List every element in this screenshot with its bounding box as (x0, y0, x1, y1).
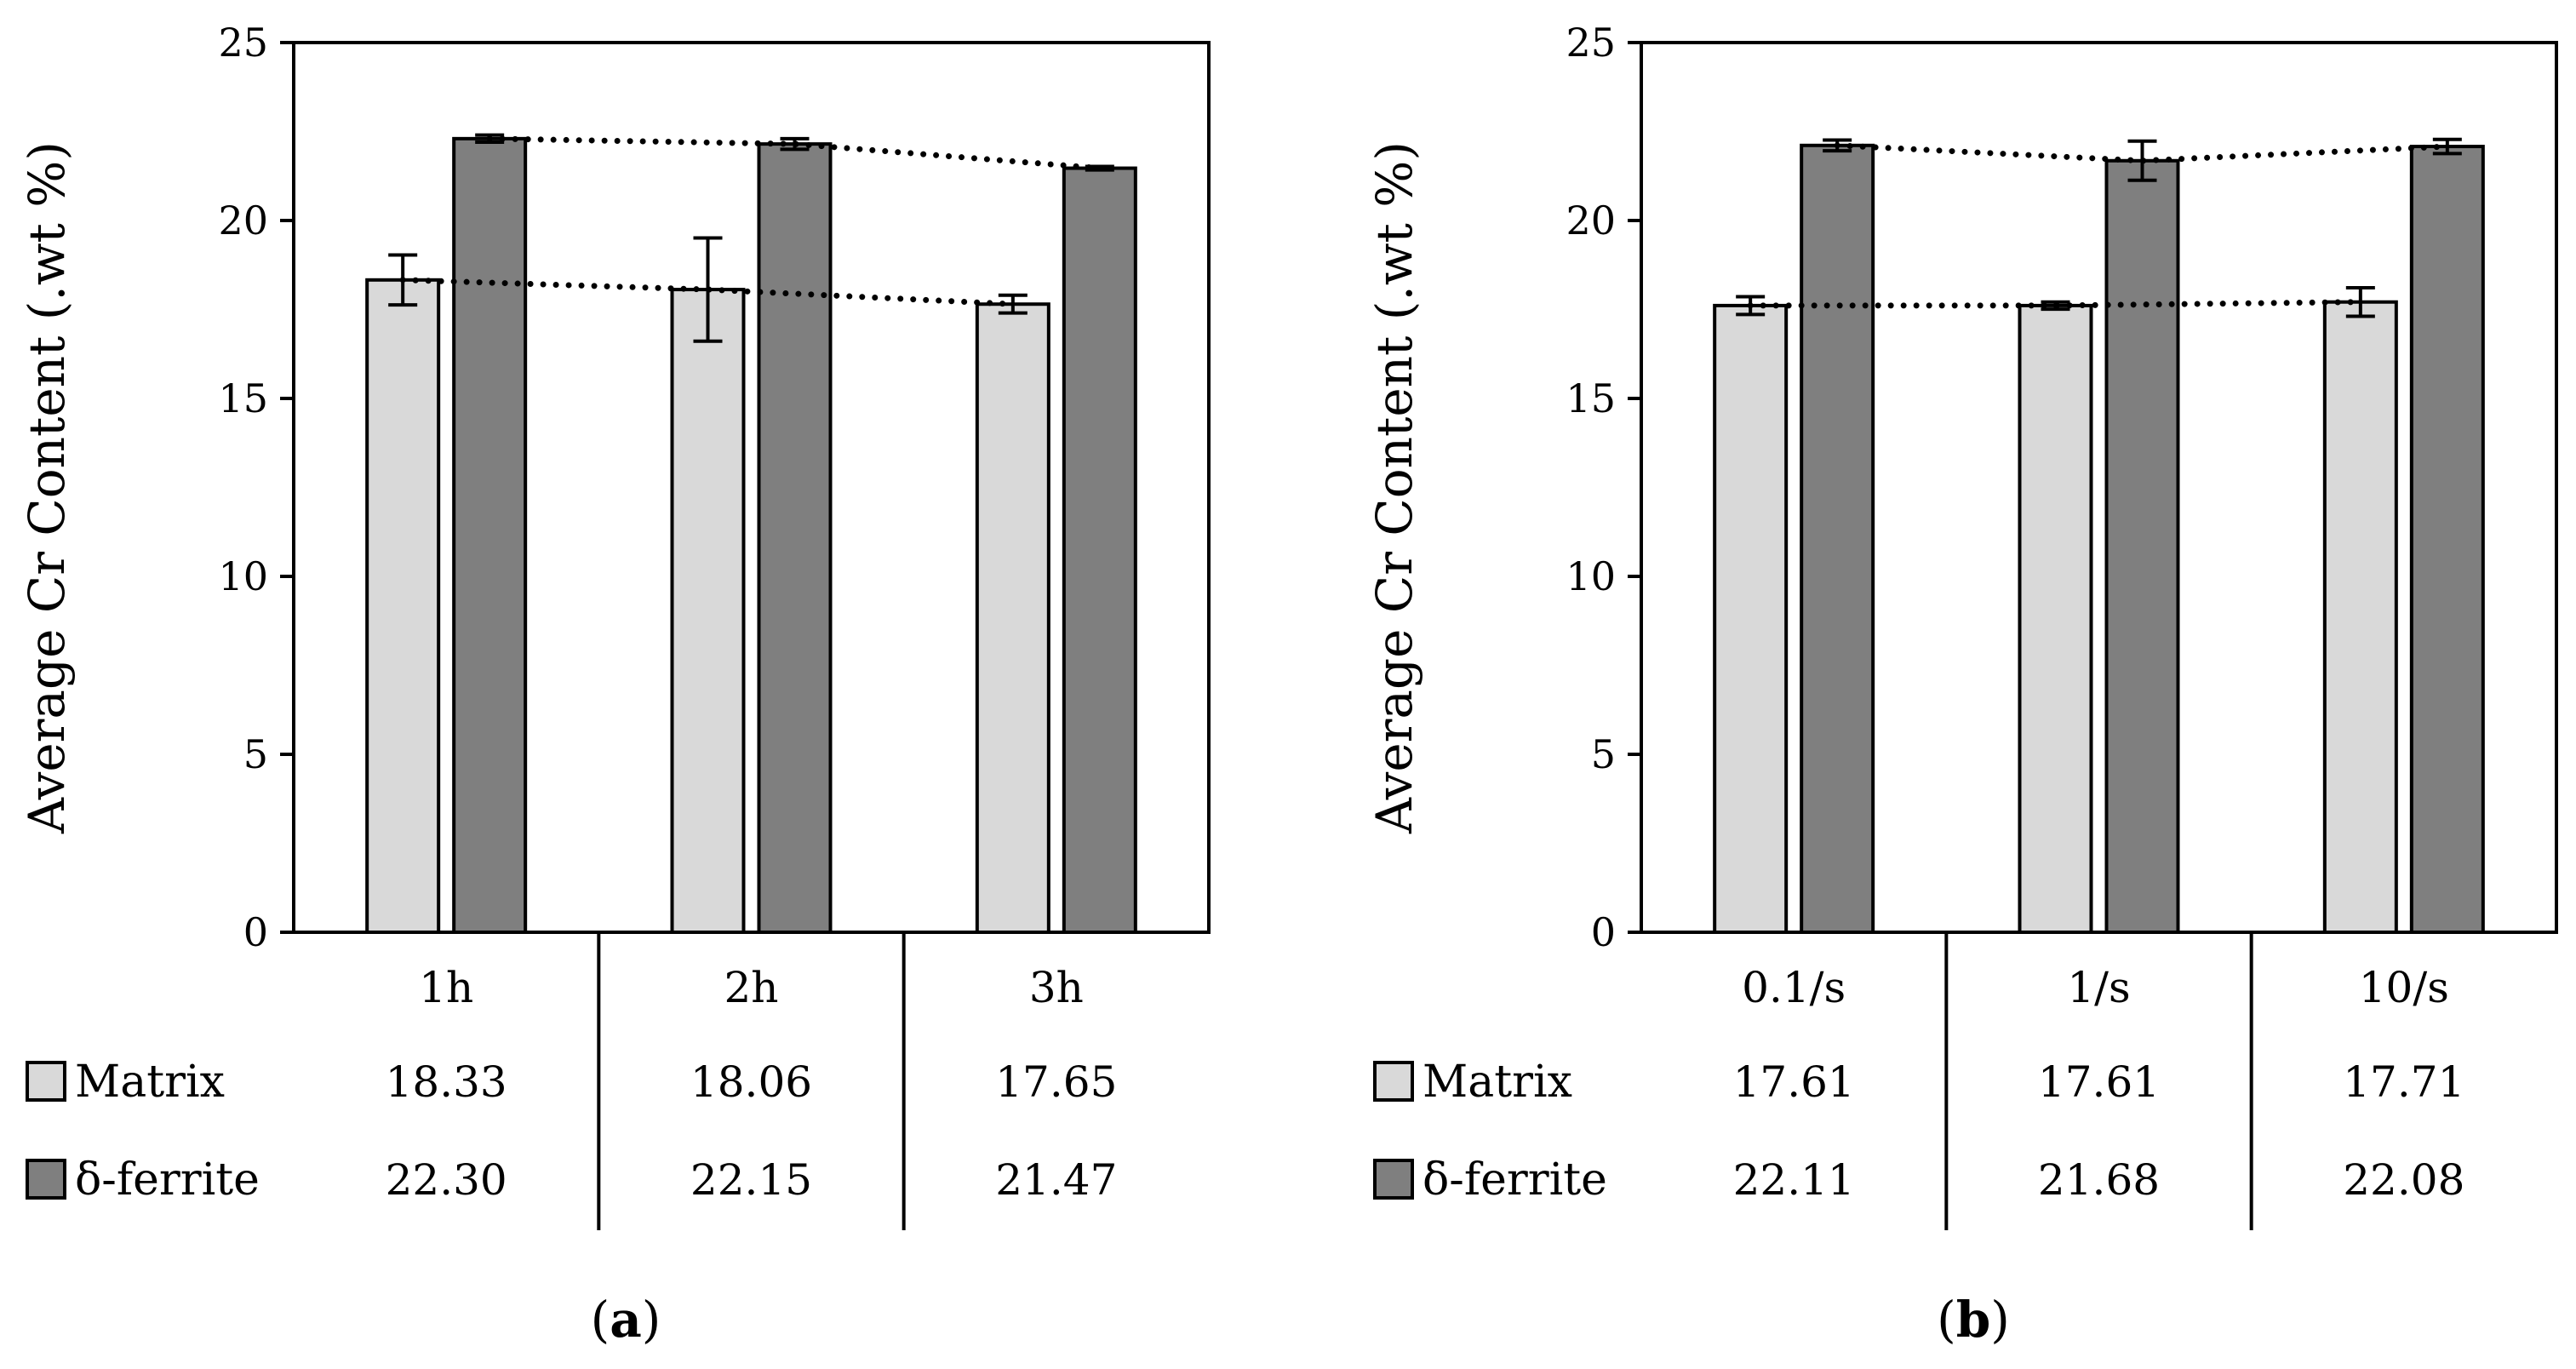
bar-matrix-2 (2322, 300, 2398, 934)
data-table-cell: 22.08 (2343, 1155, 2464, 1205)
data-table-cell: 22.11 (1733, 1155, 1855, 1205)
panel-paren-open: ( (1937, 1291, 1956, 1349)
legend-swatch-matrix (26, 1061, 66, 1102)
bar-matrix-0 (1713, 303, 1789, 935)
data-table-cell: 17.65 (995, 1057, 1117, 1107)
y-axis-label: Average Cr Content (.wt %) (1365, 141, 1423, 834)
y-tick-label: 25 (1566, 20, 1616, 66)
plot-area-frame (1640, 41, 2558, 934)
chart-panel-b: 0 5 10 15 20 25 Average Cr Content (.wt %) 0.1/… (1365, 20, 2558, 1349)
y-tick-label: 5 (1591, 731, 1616, 777)
legend-label-matrix: Matrix (1423, 1057, 1572, 1108)
y-tick-label: 10 (1566, 553, 1616, 599)
data-table-cell: 21.47 (995, 1155, 1117, 1205)
y-tick-label: 25 (218, 20, 268, 66)
data-table-cell: 22.15 (690, 1155, 812, 1205)
y-tick-label: 20 (1566, 198, 1616, 243)
bar-ferrite-1 (757, 142, 833, 934)
panel-label: (b) (1937, 1291, 2010, 1349)
chart-panel-a: 0 5 10 15 20 25 Average Cr Content (.wt %) 1h 2h… (18, 20, 1211, 1349)
y-tick-label: 5 (243, 731, 268, 777)
bar-ferrite-1 (2104, 158, 2180, 934)
category-label: 3h (1029, 963, 1084, 1012)
y-tick-label: 10 (218, 553, 268, 599)
data-table-cell: 17.61 (1733, 1057, 1855, 1107)
trendline-matrix (1747, 299, 2364, 309)
trendline-ferrite (1834, 142, 2451, 164)
y-tick-label: 15 (1566, 375, 1616, 421)
data-table-cell: 17.71 (2343, 1057, 2464, 1107)
y-tick-label: 20 (218, 198, 268, 243)
bar-ferrite-2 (2409, 145, 2485, 934)
legend-label-ferrite: δ-ferrite (1423, 1154, 1607, 1206)
category-label: 0.1/s (1742, 963, 1846, 1012)
y-tick-label: 15 (218, 375, 268, 421)
bar-matrix-1 (2018, 303, 2093, 935)
bar-ferrite-0 (452, 136, 528, 935)
bar-matrix-0 (365, 278, 441, 934)
trendline-ferrite (486, 135, 1103, 172)
y-tick-label: 0 (1591, 909, 1616, 955)
y-tick-label: 0 (243, 909, 268, 955)
legend-swatch-ferrite (1373, 1159, 1414, 1200)
plot-area-frame (292, 41, 1211, 934)
legend-swatch-matrix (1373, 1061, 1414, 1102)
panel-letter: a (610, 1291, 642, 1349)
category-label: 1/s (2067, 963, 2130, 1012)
bar-matrix-2 (975, 302, 1050, 935)
data-table-cell: 18.33 (386, 1057, 507, 1107)
legend-label-matrix: Matrix (75, 1057, 225, 1108)
trendline-matrix (399, 277, 1016, 307)
data-table-cell: 18.06 (690, 1057, 812, 1107)
data-table-cell: 17.61 (2038, 1057, 2160, 1107)
panel-paren-close: ) (642, 1291, 661, 1349)
bar-ferrite-2 (1062, 166, 1137, 934)
y-axis-label: Average Cr Content (.wt %) (18, 141, 76, 834)
panel-paren-close: ) (1990, 1291, 2010, 1349)
panel-paren-open: ( (591, 1291, 610, 1349)
panel-label: (a) (591, 1291, 661, 1349)
data-table-cell: 22.30 (386, 1155, 507, 1205)
legend-label-ferrite: δ-ferrite (75, 1154, 260, 1206)
bar-ferrite-0 (1800, 143, 1875, 934)
category-label: 10/s (2359, 963, 2449, 1012)
category-label: 2h (724, 963, 778, 1012)
bar-matrix-1 (670, 288, 746, 935)
data-table-cell: 21.68 (2038, 1155, 2160, 1205)
legend-swatch-ferrite (26, 1159, 66, 1200)
category-label: 1h (419, 963, 473, 1012)
panel-letter: b (1956, 1291, 1991, 1349)
